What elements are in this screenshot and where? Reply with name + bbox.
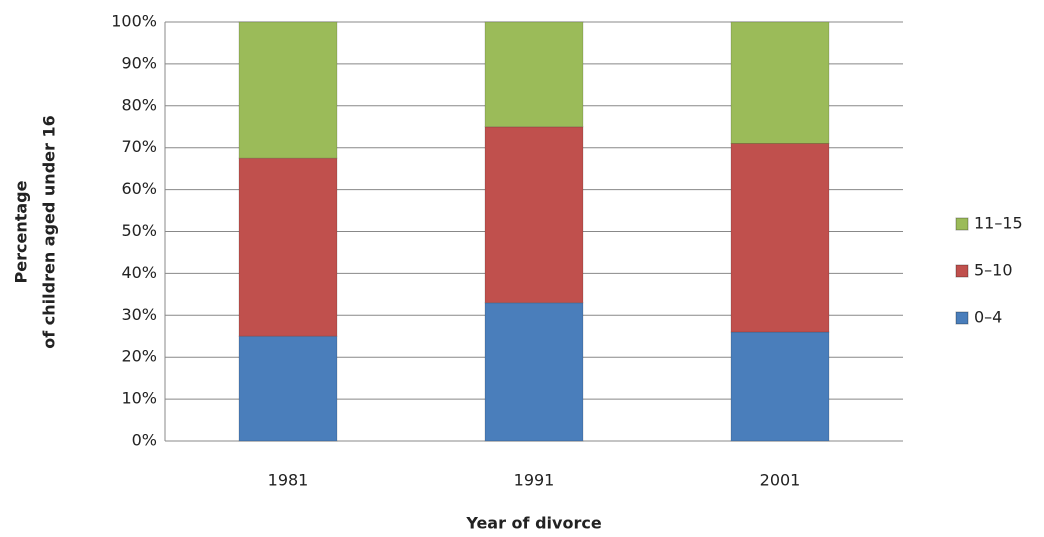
x-tick-label: 2001 [760,471,801,490]
bar-segment [730,143,830,333]
bar-segment [484,21,584,128]
y-tick-label: 10% [121,389,157,408]
legend-swatch [955,311,969,325]
x-tick-label: 1991 [514,471,555,490]
legend-swatch [955,217,969,231]
legend-label: 5–10 [974,261,1013,280]
legend-swatch [955,264,969,278]
y-tick-label: 30% [121,305,157,324]
bar-segment [730,331,830,442]
y-axis-title: Percentage [12,180,31,283]
y-tick-label: 100% [111,12,157,31]
y-tick-label: 20% [121,347,157,366]
legend-label: 11–15 [974,214,1023,233]
y-tick-label: 80% [121,95,157,114]
y-tick-label: 90% [121,53,157,72]
bar-segment [484,302,584,442]
bar-segment [730,21,830,145]
legend-label: 0–4 [974,308,1002,327]
x-tick-label: 1981 [268,471,309,490]
bar-segment [238,21,338,159]
y-axis-title: of children aged under 16 [40,115,59,348]
y-tick-label: 60% [121,179,157,198]
bar-segment [238,335,338,442]
y-tick-label: 70% [121,137,157,156]
y-tick-label: 40% [121,263,157,282]
bar-segment [238,157,338,337]
x-axis-title: Year of divorce [465,514,601,533]
y-tick-label: 0% [132,431,157,450]
bar-segment [484,126,584,304]
y-tick-label: 50% [121,221,157,240]
